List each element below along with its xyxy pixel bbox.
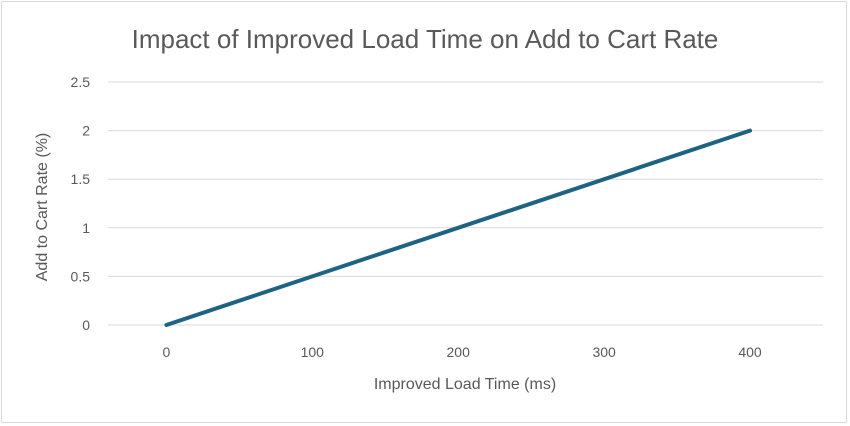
x-tick-label: 100 bbox=[301, 344, 325, 360]
y-tick-label: 0.5 bbox=[71, 268, 91, 284]
y-tick-label: 2 bbox=[82, 123, 90, 139]
y-axis-title: Add to Cart Rate (%) bbox=[34, 133, 51, 282]
y-tick-label: 0 bbox=[82, 317, 90, 333]
x-axis-ticks: 0 100 200 300 400 bbox=[162, 344, 761, 360]
series-line-0 bbox=[164, 128, 753, 327]
y-tick-label: 1.5 bbox=[71, 171, 91, 187]
gridlines bbox=[108, 81, 823, 326]
y-tick-label: 2.5 bbox=[71, 74, 91, 90]
x-axis-title: Improved Load Time (ms) bbox=[374, 376, 556, 393]
x-tick-label: 400 bbox=[738, 344, 762, 360]
chart-title: Impact of Improved Load Time on Add to C… bbox=[132, 24, 719, 54]
x-tick-label: 300 bbox=[592, 344, 616, 360]
y-axis-ticks: 0 0.5 1 1.5 2 2.5 bbox=[71, 74, 91, 333]
y-tick-label: 1 bbox=[82, 220, 90, 236]
x-tick-label: 200 bbox=[447, 344, 471, 360]
x-tick-label: 0 bbox=[162, 344, 170, 360]
series-group bbox=[164, 128, 753, 327]
